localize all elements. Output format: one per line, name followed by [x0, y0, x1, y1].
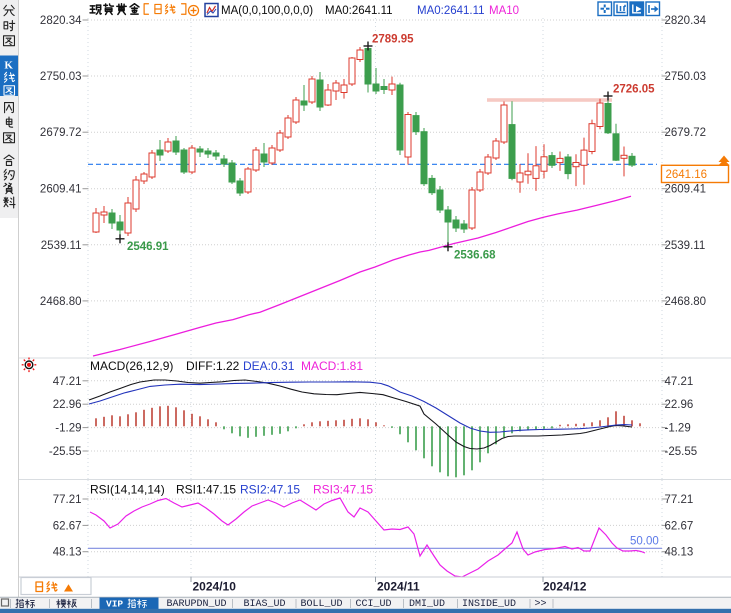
svg-text:2024/10: 2024/10	[193, 580, 237, 594]
svg-text:2750.03: 2750.03	[665, 71, 707, 83]
svg-text:48.13: 48.13	[665, 547, 694, 559]
svg-text:>>: >>	[535, 599, 547, 610]
svg-text:DIFF:1.22: DIFF:1.22	[186, 359, 240, 373]
svg-text:MACD:1.81: MACD:1.81	[301, 359, 363, 373]
svg-text:BOLL_UD: BOLL_UD	[301, 599, 343, 610]
svg-text:50.00: 50.00	[630, 536, 659, 548]
svg-text:2820.34: 2820.34	[665, 15, 707, 27]
svg-text:2820.34: 2820.34	[40, 15, 82, 27]
svg-text:2679.72: 2679.72	[40, 127, 82, 139]
svg-text:2609.41: 2609.41	[40, 184, 82, 196]
svg-text:2546.91: 2546.91	[127, 241, 169, 253]
svg-text:RSI(14,14,14): RSI(14,14,14)	[90, 483, 165, 497]
svg-text:47.21: 47.21	[665, 376, 694, 388]
svg-text:2641.16: 2641.16	[666, 169, 708, 181]
svg-text:INSIDE_UD: INSIDE_UD	[462, 599, 516, 610]
svg-text:RSI3:47.15: RSI3:47.15	[313, 483, 373, 497]
svg-text:2024/12: 2024/12	[543, 580, 587, 594]
svg-text:2750.03: 2750.03	[40, 71, 82, 83]
svg-text:2536.68: 2536.68	[454, 250, 496, 262]
svg-text:RSI1:47.15: RSI1:47.15	[176, 483, 236, 497]
svg-text:62.67: 62.67	[53, 520, 82, 532]
svg-text:K: K	[4, 60, 13, 72]
svg-text:48.13: 48.13	[53, 547, 82, 559]
svg-text:MA10: MA10	[489, 5, 519, 17]
svg-text:2468.80: 2468.80	[40, 296, 82, 308]
svg-text:MA0:2641.11: MA0:2641.11	[325, 5, 393, 17]
svg-text:BARUPDN_UD: BARUPDN_UD	[167, 599, 227, 610]
svg-text:22.96: 22.96	[53, 399, 82, 411]
svg-text:-1.29: -1.29	[665, 423, 691, 435]
svg-text:BIAS_UD: BIAS_UD	[244, 599, 286, 610]
svg-text:62.67: 62.67	[665, 520, 694, 532]
svg-text:RSI2:47.15: RSI2:47.15	[240, 483, 300, 497]
svg-text:2539.11: 2539.11	[665, 240, 706, 252]
svg-text:MA(0,0,100,0,0,0): MA(0,0,100,0,0,0)	[221, 5, 313, 17]
svg-text:MACD(26,12,9): MACD(26,12,9)	[90, 359, 173, 373]
svg-text:-25.55: -25.55	[49, 446, 82, 458]
svg-text:22.96: 22.96	[665, 399, 694, 411]
svg-text:2539.11: 2539.11	[41, 240, 82, 252]
svg-text:VIP: VIP	[106, 599, 123, 610]
svg-text:77.21: 77.21	[53, 494, 82, 506]
svg-text:MA0:2641.11: MA0:2641.11	[417, 5, 485, 17]
svg-text:2024/11: 2024/11	[377, 580, 420, 594]
svg-text:CCI_UD: CCI_UD	[356, 599, 392, 610]
svg-text:2609.41: 2609.41	[665, 184, 707, 196]
svg-text:2726.05: 2726.05	[613, 84, 655, 96]
svg-text:-1.29: -1.29	[55, 423, 81, 435]
svg-text:-25.55: -25.55	[665, 446, 698, 458]
svg-text:2789.95: 2789.95	[372, 34, 414, 46]
svg-text:DEA:0.31: DEA:0.31	[243, 359, 295, 373]
svg-text:DMI_UD: DMI_UD	[409, 599, 445, 610]
svg-text:47.21: 47.21	[53, 376, 82, 388]
svg-text:77.21: 77.21	[665, 494, 694, 506]
svg-text:2679.72: 2679.72	[665, 127, 707, 139]
svg-text:2468.80: 2468.80	[665, 296, 707, 308]
